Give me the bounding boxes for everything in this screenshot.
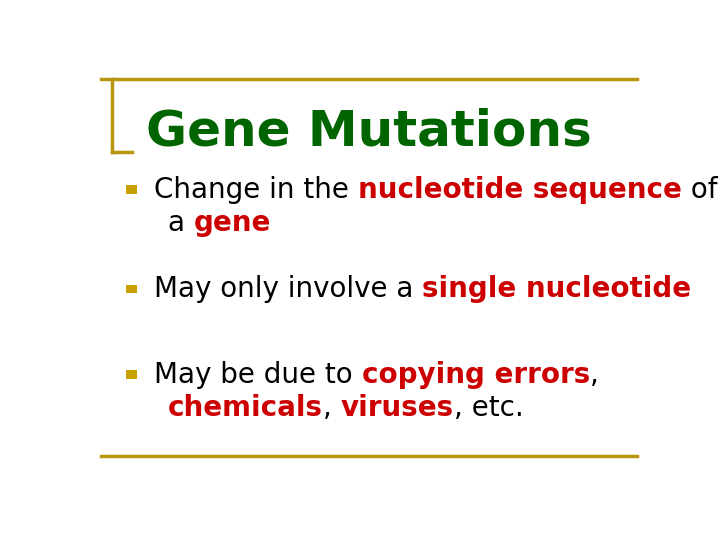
Text: Change in the: Change in the: [154, 176, 358, 204]
Text: May only involve a: May only involve a: [154, 275, 423, 303]
Bar: [126, 285, 138, 294]
Text: viruses: viruses: [341, 394, 454, 422]
Text: May be due to: May be due to: [154, 361, 361, 389]
Text: chemicals: chemicals: [168, 394, 323, 422]
Text: ,: ,: [590, 361, 599, 389]
Text: , etc.: , etc.: [454, 394, 523, 422]
Text: a: a: [168, 209, 194, 237]
Text: copying errors: copying errors: [361, 361, 590, 389]
Text: single nucleotide: single nucleotide: [423, 275, 691, 303]
Text: nucleotide sequence: nucleotide sequence: [358, 176, 682, 204]
Text: ,: ,: [323, 394, 341, 422]
Text: of: of: [682, 176, 717, 204]
Text: gene: gene: [194, 209, 271, 237]
Bar: [126, 370, 138, 379]
Text: Gene Mutations: Gene Mutations: [146, 107, 592, 156]
Bar: [126, 185, 138, 194]
